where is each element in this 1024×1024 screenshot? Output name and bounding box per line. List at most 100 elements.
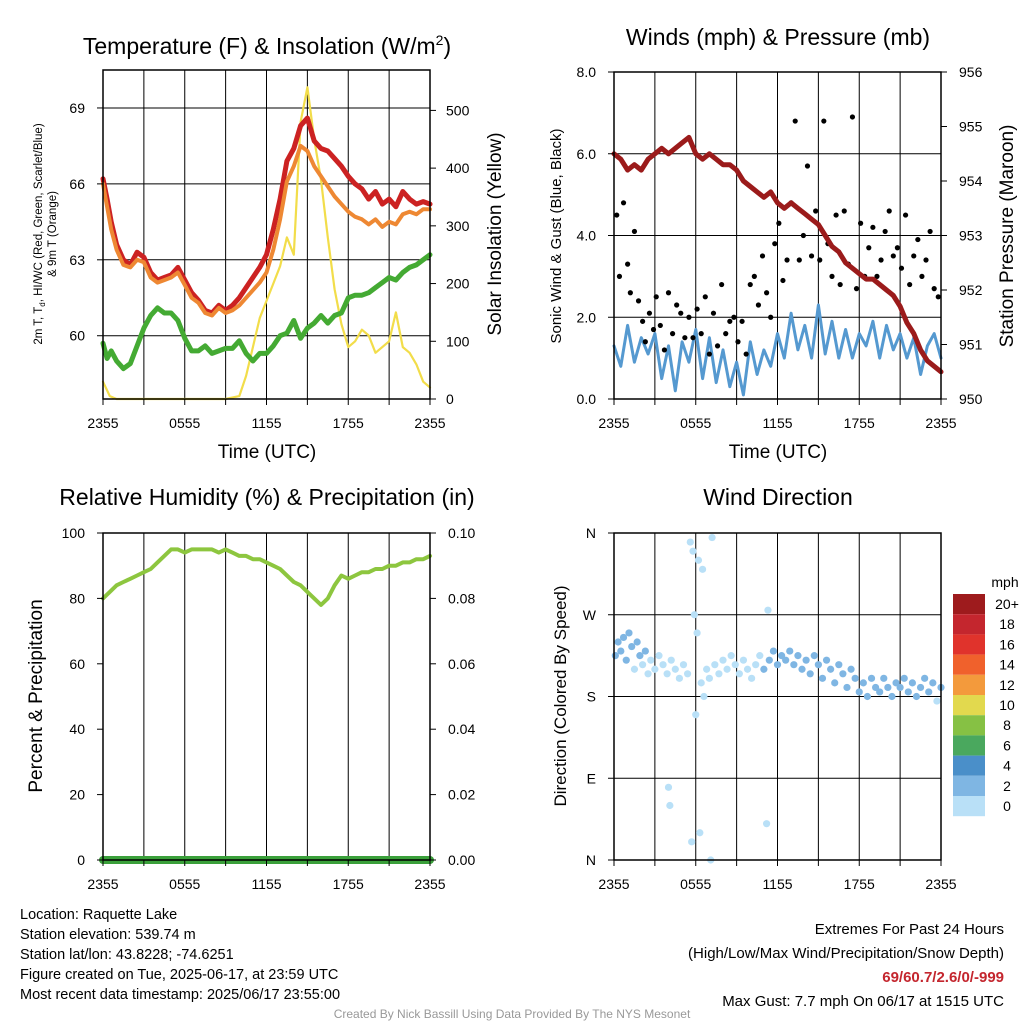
extremes-info: Extremes For Past 24 Hours (High/Low/Max… — [688, 918, 1004, 1014]
panel2-ylabel-right: Station Pressure (Maroon) — [997, 125, 1018, 348]
gust-point — [727, 318, 733, 324]
direction-point — [769, 647, 778, 655]
direction-point — [614, 638, 622, 646]
gust-point — [657, 322, 663, 329]
gust-point — [772, 241, 778, 247]
colorbar-label: 20+ — [995, 596, 1019, 612]
colorbar-label: 4 — [1003, 758, 1011, 774]
panel1-ticks: 60 63 66 69 0 100 200 300 400 500 2355 0555 1155 1755… — [69, 100, 469, 431]
panel4-title: Wind Direction — [703, 484, 853, 510]
direction-point — [689, 547, 697, 555]
gust-point — [894, 245, 901, 251]
gust-point — [878, 257, 884, 263]
gust-point — [631, 228, 638, 235]
y-left-tick-label: 0 — [77, 852, 85, 868]
gust-point — [907, 281, 913, 288]
y-left-tick-label: 66 — [69, 176, 85, 192]
x-tick-label: 1155 — [762, 415, 792, 431]
gust-point — [635, 298, 642, 304]
direction-point — [630, 665, 639, 673]
y-right-tick-label: 0.02 — [448, 787, 475, 803]
temperature-insolation-panel: Temperature (F) & Insolation (W/m2) 60 63… — [33, 32, 506, 463]
direction-point — [735, 670, 743, 678]
direction-point — [782, 656, 790, 664]
y-right-tick-label: 0.08 — [448, 590, 475, 606]
gust-point — [710, 310, 717, 316]
y-right-tick-label: 100 — [446, 333, 470, 349]
direction-point — [916, 683, 925, 692]
gust-point — [853, 286, 860, 292]
humidity-line — [101, 547, 432, 607]
y-right-tick-label: 0.04 — [448, 721, 475, 737]
panel1-grid — [103, 70, 430, 399]
gust-point — [665, 290, 672, 296]
panel2-title: Winds (mph) & Pressure (mb) — [626, 24, 930, 50]
direction-point — [708, 533, 716, 542]
gust-point — [614, 212, 620, 218]
y-tick-label: S — [587, 689, 596, 705]
y-left-tick-label: 40 — [69, 721, 85, 737]
gust-point — [625, 261, 631, 267]
gust-point — [706, 351, 712, 357]
gust-point — [650, 326, 657, 333]
direction-point — [851, 674, 859, 682]
y-right-tick-label: 0 — [446, 391, 454, 407]
y-right-tick-label: 956 — [959, 64, 983, 80]
direction-point — [675, 674, 684, 682]
gust-point — [890, 253, 896, 259]
gust-point — [780, 277, 786, 284]
gust-point — [731, 314, 737, 320]
credit-text: Created By Nick Bassill Using Data Provi… — [333, 1007, 691, 1021]
panel1-ylabel-right: Solar Insolation (Yellow) — [485, 132, 506, 335]
gust-point — [817, 257, 823, 263]
direction-point — [619, 633, 628, 642]
x-tick-label: 0555 — [680, 876, 711, 892]
gust-point — [743, 351, 749, 357]
y-right-tick-label: 0.10 — [448, 525, 475, 541]
colorbar-label: 18 — [999, 616, 1015, 632]
gust-point — [849, 114, 856, 120]
direction-point — [622, 656, 630, 664]
gust-point — [800, 232, 806, 239]
direction-point — [798, 665, 806, 673]
location-text: Location: Raquette Lake — [20, 907, 178, 923]
extremes-title: Extremes For Past 24 Hours — [814, 921, 1004, 938]
panel4-ylabel: Direction (Colored By Speed) — [551, 585, 570, 806]
gust-point — [902, 212, 909, 218]
gust-point — [751, 273, 757, 279]
direction-point — [667, 656, 675, 664]
direction-point — [700, 692, 708, 701]
created-text: Figure created on Tue, 2025-06-17, at 23… — [20, 967, 339, 983]
gust-point — [784, 257, 790, 263]
direction-point — [904, 688, 912, 696]
gust-point — [723, 331, 729, 337]
winds-pressure-panel: Winds (mph) & Pressure (mb) 0.0 2.0 4.0 6.0… — [548, 24, 1018, 463]
direction-point — [633, 638, 641, 646]
direction-point — [822, 656, 831, 664]
gust-point — [653, 294, 659, 300]
y-left-tick-label: 20 — [69, 787, 85, 803]
direction-point — [703, 665, 711, 673]
direction-point — [912, 692, 921, 701]
direction-point — [847, 665, 855, 673]
direction-point — [880, 674, 888, 682]
panel1-title: Temperature (F) & Insolation (W/m2) — [83, 32, 451, 59]
x-tick-label: 2355 — [598, 876, 629, 892]
extremes-values: 69/60.7/2.6/0/-999 — [882, 969, 1004, 986]
y-left-tick-label: 63 — [69, 252, 85, 268]
direction-point — [688, 838, 696, 846]
direction-point — [743, 665, 752, 673]
recent-data-text: Most recent data timestamp: 2025/06/17 2… — [20, 987, 341, 1003]
gust-point — [804, 163, 811, 169]
direction-point — [628, 642, 636, 651]
direction-point — [683, 670, 692, 678]
colorbar-label: 0 — [1003, 798, 1011, 814]
gust-point — [646, 310, 653, 316]
gust-point — [698, 331, 704, 337]
gust-point — [792, 118, 798, 124]
colorbar-swatch — [953, 695, 985, 716]
temp_9m-line — [101, 143, 432, 318]
gust-point — [661, 347, 668, 353]
gust-point — [915, 236, 921, 243]
gust-point — [719, 281, 725, 288]
